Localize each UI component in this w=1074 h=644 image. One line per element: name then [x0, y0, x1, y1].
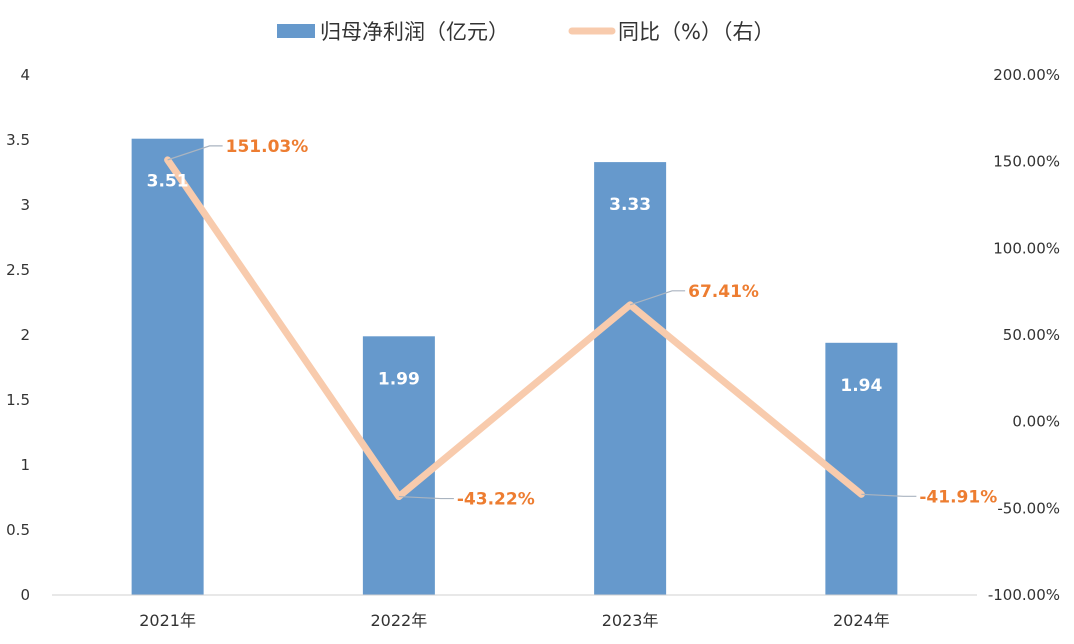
- line-data-labels: 151.03% -43.22% 67.41% -41.91%: [167, 137, 997, 510]
- right-tick-label: 50.00%: [1003, 326, 1060, 344]
- right-tick-label: -50.00%: [997, 499, 1060, 517]
- right-tick-label: -100.00%: [988, 586, 1060, 604]
- bar: [594, 162, 667, 595]
- left-tick-label: 2: [20, 326, 30, 344]
- right-axis-ticks: -100.00% -50.00% 0.00% 50.00% 100.00% 150.00%…: [988, 66, 1060, 604]
- left-tick-label: 4: [20, 66, 30, 84]
- right-tick-label: 100.00%: [993, 239, 1060, 257]
- left-tick-label: 0: [20, 586, 30, 604]
- line-value-label: -41.91%: [919, 487, 997, 507]
- line-value-label: 151.03%: [226, 137, 309, 157]
- yoy-line: [164, 156, 865, 501]
- line-value-label: 67.41%: [688, 282, 759, 302]
- bar: [825, 342, 898, 595]
- right-tick-label: 150.00%: [993, 153, 1060, 171]
- category-label: 2024年: [833, 611, 890, 630]
- legend: 归母净利润（亿元） 同比（%）（右）: [277, 20, 774, 44]
- bar-value-label: 3.33: [609, 195, 651, 215]
- left-tick-label: 1.5: [6, 391, 30, 409]
- legend-label-yoy: 同比（%）（右）: [618, 20, 774, 44]
- leader-line: [167, 145, 223, 161]
- left-tick-label: 2.5: [6, 261, 30, 279]
- left-tick-label: 1: [20, 456, 30, 474]
- category-label: 2023年: [602, 611, 659, 630]
- leader-line: [398, 495, 454, 500]
- left-tick-label: 0.5: [6, 521, 30, 539]
- yoy-line-layer: [164, 156, 865, 501]
- legend-label-net-profit: 归母净利润（亿元）: [320, 20, 509, 44]
- leader-line: [629, 290, 686, 306]
- right-tick-label: 200.00%: [993, 66, 1060, 84]
- bar-value-label: 1.94: [840, 376, 882, 396]
- bar: [131, 138, 204, 595]
- left-axis-ticks: 0 0.5 1 1.5 2 2.5 3 3.5 4: [6, 66, 30, 604]
- category-label: 2022年: [371, 611, 428, 630]
- bars: [131, 138, 898, 595]
- bar-data-labels: 3.51 1.99 3.33 1.94: [147, 172, 883, 396]
- bar-value-label: 1.99: [378, 369, 420, 389]
- left-tick-label: 3.5: [6, 131, 30, 149]
- legend-swatch-net-profit: [277, 24, 315, 38]
- leader-line: [861, 493, 917, 497]
- right-tick-label: 0.00%: [1012, 413, 1060, 431]
- category-label: 2021年: [139, 611, 196, 630]
- category-labels: 2021年 2022年 2023年 2024年: [139, 611, 889, 630]
- line-value-label: -43.22%: [457, 490, 535, 510]
- bar-value-label: 3.51: [147, 172, 189, 192]
- left-tick-label: 3: [20, 196, 30, 214]
